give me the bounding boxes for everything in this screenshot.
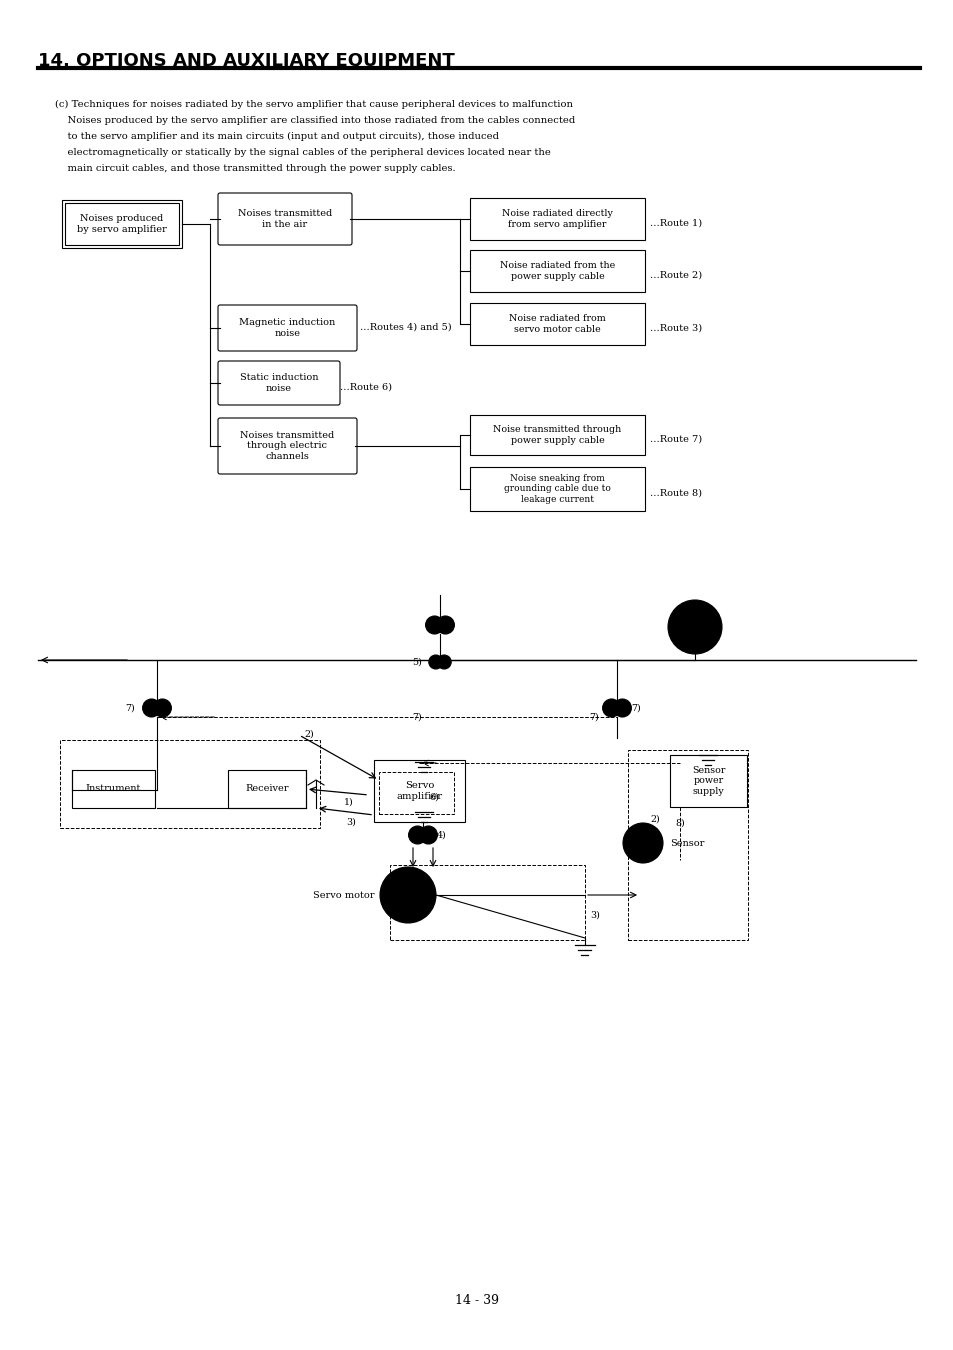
Text: 5): 5): [412, 657, 421, 667]
Circle shape: [622, 824, 662, 863]
Text: Noises produced
by servo amplifier: Noises produced by servo amplifier: [77, 215, 167, 234]
Text: Noises transmitted
through electric
channels: Noises transmitted through electric chan…: [240, 431, 335, 460]
Text: Instrument: Instrument: [86, 784, 141, 794]
FancyBboxPatch shape: [470, 414, 644, 455]
Circle shape: [425, 616, 443, 634]
Text: Sensor
power
supply: Sensor power supply: [691, 765, 724, 796]
Text: 2): 2): [649, 814, 659, 824]
Circle shape: [602, 699, 620, 717]
FancyBboxPatch shape: [218, 193, 352, 244]
FancyBboxPatch shape: [374, 760, 464, 822]
Text: Noise radiated from
servo motor cable: Noise radiated from servo motor cable: [509, 315, 605, 333]
Text: Noise radiated directly
from servo amplifier: Noise radiated directly from servo ampli…: [501, 209, 612, 228]
FancyBboxPatch shape: [71, 769, 154, 809]
Circle shape: [613, 699, 631, 717]
Text: Noise radiated from the
power supply cable: Noise radiated from the power supply cab…: [499, 262, 615, 281]
Text: Static induction
noise: Static induction noise: [239, 374, 318, 393]
Text: main circuit cables, and those transmitted through the power supply cables.: main circuit cables, and those transmitt…: [55, 163, 456, 173]
Text: …Routes 4) and 5): …Routes 4) and 5): [359, 323, 451, 332]
Text: Servo
amplifier: Servo amplifier: [396, 782, 442, 801]
FancyBboxPatch shape: [218, 418, 356, 474]
Text: 7): 7): [588, 713, 598, 721]
Text: 1): 1): [344, 798, 354, 806]
Circle shape: [436, 655, 451, 670]
Circle shape: [419, 826, 436, 844]
Text: 4): 4): [436, 830, 446, 840]
Text: 3): 3): [589, 910, 599, 919]
Text: …Route 8): …Route 8): [649, 489, 701, 498]
Text: …Route 6): …Route 6): [339, 383, 392, 392]
Text: Noise sneaking from
grounding cable due to
leakage current: Noise sneaking from grounding cable due …: [503, 474, 610, 504]
FancyBboxPatch shape: [228, 769, 306, 809]
Text: …Route 1): …Route 1): [649, 219, 701, 228]
Text: Noises transmitted
in the air: Noises transmitted in the air: [237, 209, 332, 228]
FancyBboxPatch shape: [470, 198, 644, 240]
Text: 7): 7): [630, 703, 640, 713]
Circle shape: [153, 699, 172, 717]
Text: Sensor: Sensor: [669, 838, 703, 848]
FancyBboxPatch shape: [218, 360, 339, 405]
Text: electromagnetically or statically by the signal cables of the peripheral devices: electromagnetically or statically by the…: [55, 148, 550, 157]
Circle shape: [408, 826, 426, 844]
Text: 14. OPTIONS AND AUXILIARY EQUIPMENT: 14. OPTIONS AND AUXILIARY EQUIPMENT: [38, 53, 455, 70]
Text: 3): 3): [346, 818, 355, 826]
FancyBboxPatch shape: [62, 200, 182, 248]
FancyBboxPatch shape: [669, 755, 746, 807]
Text: Noises produced by the servo amplifier are classified into those radiated from t: Noises produced by the servo amplifier a…: [55, 116, 575, 126]
Text: 2): 2): [304, 730, 314, 738]
Circle shape: [428, 655, 442, 670]
Text: M: M: [400, 888, 415, 902]
Circle shape: [436, 616, 454, 634]
Text: Noise transmitted through
power supply cable: Noise transmitted through power supply c…: [493, 425, 621, 444]
Text: to the servo amplifier and its main circuits (input and output circuits), those : to the servo amplifier and its main circ…: [55, 132, 498, 142]
FancyBboxPatch shape: [470, 467, 644, 512]
Text: 7): 7): [412, 713, 421, 721]
Text: Magnetic induction
noise: Magnetic induction noise: [239, 319, 335, 338]
Text: …Route 7): …Route 7): [649, 435, 701, 444]
FancyBboxPatch shape: [218, 305, 356, 351]
Text: Receiver: Receiver: [245, 784, 289, 794]
Text: Servo motor: Servo motor: [313, 891, 375, 899]
Text: 14 - 39: 14 - 39: [455, 1293, 498, 1307]
Text: …Route 3): …Route 3): [649, 324, 701, 333]
Text: 6): 6): [429, 792, 438, 802]
Text: 7): 7): [125, 703, 134, 713]
Circle shape: [142, 699, 160, 717]
Text: (c) Techniques for noises radiated by the servo amplifier that cause peripheral : (c) Techniques for noises radiated by th…: [55, 100, 573, 109]
Circle shape: [379, 867, 436, 923]
FancyBboxPatch shape: [470, 302, 644, 346]
Text: 8): 8): [675, 818, 684, 828]
FancyBboxPatch shape: [470, 250, 644, 292]
Circle shape: [667, 599, 721, 653]
Text: …Route 2): …Route 2): [649, 271, 701, 279]
